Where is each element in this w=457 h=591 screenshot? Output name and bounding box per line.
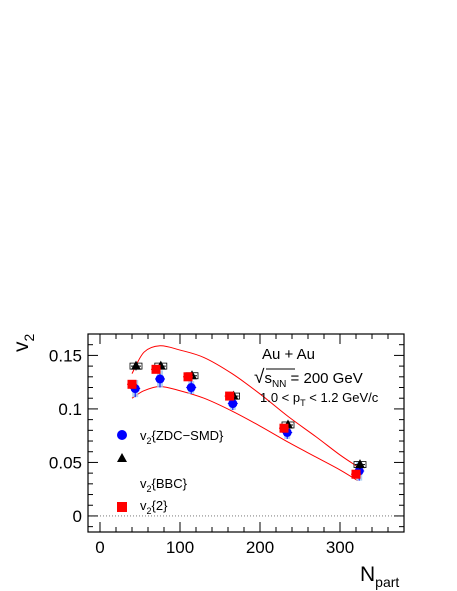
energy-sqrt: √ bbox=[254, 367, 265, 388]
y-axis-label-sub: 2 bbox=[21, 334, 37, 342]
v2-2-point bbox=[183, 372, 193, 382]
x-tick-label: 100 bbox=[166, 538, 194, 557]
v2-2-point bbox=[279, 423, 289, 433]
v2-2-point bbox=[151, 364, 161, 374]
x-axis-label-sub: part bbox=[375, 574, 399, 590]
v2-2-point bbox=[225, 391, 235, 401]
legend-entry-zdc-smd: v2{ZDC−SMD} bbox=[140, 428, 224, 446]
data-points bbox=[127, 360, 367, 481]
v2-2-point bbox=[127, 379, 137, 389]
model-bands bbox=[131, 345, 358, 482]
legend-zdc-main: v bbox=[140, 428, 147, 443]
plot-frame bbox=[87, 333, 405, 533]
energy-rest: = 200 GeV bbox=[286, 370, 362, 387]
annotation-energy: √sNN = 200 GeV bbox=[254, 367, 363, 390]
x-tick-label: 200 bbox=[246, 538, 274, 557]
y-tick-label: 0.15 bbox=[49, 346, 82, 365]
model-band-lower bbox=[131, 385, 358, 482]
legend-entry-bbc: v2{BBC} bbox=[140, 476, 188, 494]
legend-bbc-post: {BBC} bbox=[152, 476, 188, 491]
legend-v22-sub: 2 bbox=[147, 506, 152, 516]
x-axis-label: Npart bbox=[360, 563, 399, 590]
annotation-pt-range: 1.0 < pT < 1.2 GeV/c bbox=[260, 390, 379, 408]
legend-entry-v2-2: v2{2} bbox=[140, 498, 168, 516]
zdc-smd-point bbox=[186, 383, 196, 393]
bbc-point bbox=[355, 459, 365, 469]
legend-marker-zdc-smd bbox=[117, 430, 127, 440]
legend: v2{ZDC−SMD} v2{BBC} v2{2} bbox=[117, 428, 224, 516]
y-axis-label: v2 bbox=[10, 334, 37, 353]
y-tick-label: 0.1 bbox=[58, 400, 82, 419]
legend-v22-post: {2} bbox=[152, 498, 169, 513]
y-tick-label: 0 bbox=[73, 507, 82, 526]
pt-post: < 1.2 GeV/c bbox=[306, 390, 379, 405]
pt-sub: T bbox=[300, 398, 306, 408]
pt-pre: 1.0 < p bbox=[260, 390, 300, 405]
zdc-smd-point bbox=[155, 374, 165, 384]
legend-bbc-sub: 2 bbox=[147, 484, 152, 494]
energy-s: s bbox=[264, 370, 272, 387]
x-tick-label: 300 bbox=[326, 538, 354, 557]
bbc-point bbox=[131, 360, 141, 370]
legend-zdc-post: {ZDC−SMD} bbox=[152, 428, 225, 443]
annotation-system: Au + Au bbox=[262, 346, 315, 363]
legend-marker-bbc bbox=[117, 453, 127, 462]
x-axis-label-main: N bbox=[360, 563, 375, 586]
energy-sub: NN bbox=[272, 379, 286, 390]
legend-v22-main: v bbox=[140, 498, 147, 513]
legend-bbc-main: v bbox=[140, 476, 147, 491]
x-tick-label: 0 bbox=[95, 538, 104, 557]
legend-marker-v2-2 bbox=[117, 502, 127, 512]
axis-ticks: 0 100 200 300 0 0.05 0.1 0.15 bbox=[49, 334, 404, 557]
zdc-smd-point bbox=[228, 399, 238, 409]
y-axis-label-main: v bbox=[10, 341, 33, 352]
y-tick-label: 0.05 bbox=[49, 453, 82, 472]
model-band-upper bbox=[131, 345, 358, 468]
v2-2-point bbox=[351, 469, 361, 479]
legend-zdc-sub: 2 bbox=[147, 436, 152, 446]
